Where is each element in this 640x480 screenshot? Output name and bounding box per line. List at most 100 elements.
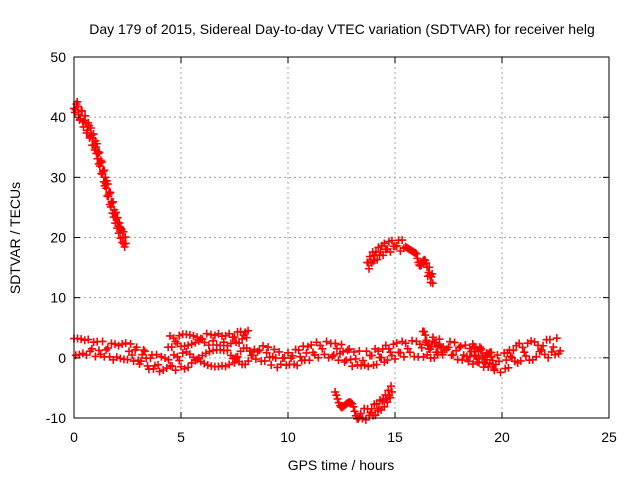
- data-point: [169, 350, 178, 359]
- data-point: [173, 352, 182, 361]
- x-tick-label: 10: [280, 429, 296, 445]
- data-point: [230, 358, 239, 367]
- data-point: [118, 340, 127, 349]
- data-point: [267, 361, 276, 370]
- data-point: [504, 363, 513, 372]
- series-track-4: [363, 236, 437, 288]
- data-point: [483, 355, 492, 364]
- data-point: [96, 156, 105, 165]
- data-point: [284, 348, 292, 357]
- data-point: [332, 391, 341, 400]
- data-point: [358, 356, 367, 365]
- data-point: [94, 149, 103, 158]
- data-point: [110, 209, 119, 218]
- data-point: [444, 343, 453, 352]
- data-point: [275, 347, 284, 356]
- data-point: [107, 198, 116, 207]
- x-axis-title: GPS time / hours: [288, 457, 395, 473]
- data-point: [314, 353, 323, 362]
- data-point: [339, 347, 348, 356]
- data-point: [556, 346, 565, 355]
- data-point: [245, 347, 254, 356]
- series-track-1: [70, 97, 130, 252]
- data-point: [184, 363, 193, 372]
- data-point: [421, 331, 430, 340]
- data-point: [337, 340, 346, 349]
- data-point: [193, 333, 202, 342]
- data-point: [293, 361, 302, 370]
- data-point: [318, 344, 327, 353]
- data-point: [413, 254, 422, 263]
- data-point: [322, 337, 331, 346]
- data-point: [259, 341, 268, 350]
- data-point: [155, 367, 164, 376]
- y-tick-label: 0: [58, 350, 66, 366]
- data-point: [206, 330, 215, 339]
- data-point: [276, 360, 285, 369]
- data-point: [521, 352, 530, 361]
- data-point: [461, 341, 470, 350]
- data-point: [171, 366, 180, 375]
- data-point: [324, 353, 333, 362]
- x-tick-label: 25: [601, 429, 617, 445]
- data-point: [78, 349, 87, 358]
- data-point: [103, 344, 112, 353]
- data-point: [91, 352, 100, 361]
- data-point: [84, 335, 93, 344]
- data-point: [377, 353, 386, 362]
- data-point: [345, 345, 354, 354]
- data-point: [253, 347, 262, 356]
- data-point: [520, 348, 529, 357]
- data-point: [428, 269, 437, 278]
- data-point: [494, 357, 503, 366]
- data-point: [164, 355, 173, 364]
- data-point: [97, 157, 106, 166]
- data-point: [379, 251, 388, 260]
- data-point: [92, 139, 101, 148]
- data-point: [544, 353, 553, 362]
- data-point: [154, 360, 163, 369]
- data-point: [425, 263, 434, 272]
- series-track-3: [164, 326, 253, 352]
- data-point: [432, 348, 441, 357]
- data-point: [307, 340, 316, 349]
- data-point: [260, 356, 269, 365]
- chart-title: Day 179 of 2015, Sidereal Day-to-day VTE…: [89, 21, 595, 37]
- data-point: [545, 335, 554, 344]
- data-point: [233, 352, 242, 361]
- data-point: [374, 243, 383, 252]
- data-point: [428, 279, 437, 288]
- y-tick-label: 20: [50, 230, 66, 246]
- data-point: [399, 352, 408, 361]
- data-point: [120, 243, 129, 252]
- data-point: [496, 368, 505, 377]
- data-point: [235, 339, 244, 348]
- data-point: [136, 357, 145, 366]
- data-point: [81, 111, 90, 120]
- data-point: [209, 336, 218, 345]
- data-point: [185, 330, 194, 339]
- data-point: [201, 349, 210, 358]
- data-point: [412, 249, 421, 258]
- data-point: [140, 347, 149, 356]
- y-tick-label: 30: [50, 169, 66, 185]
- data-point: [455, 343, 464, 352]
- data-point: [244, 326, 253, 335]
- data-point: [349, 348, 358, 357]
- data-point: [502, 356, 511, 365]
- data-point: [75, 350, 84, 359]
- data-point: [450, 338, 459, 347]
- data-point: [73, 97, 82, 106]
- data-point: [225, 360, 234, 369]
- x-tick-label: 20: [494, 429, 510, 445]
- data-point: [515, 339, 524, 348]
- data-point: [386, 393, 395, 402]
- data-point: [167, 343, 176, 352]
- data-point: [490, 365, 499, 374]
- data-point: [270, 345, 279, 354]
- data-point: [288, 351, 297, 360]
- data-point: [191, 338, 200, 347]
- data-point: [349, 402, 358, 411]
- data-point: [264, 343, 273, 352]
